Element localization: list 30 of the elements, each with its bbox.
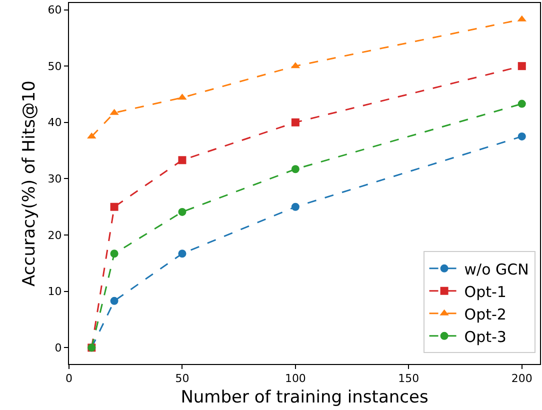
y-tick-label: 20 [48, 228, 62, 242]
x-tick-label: 200 [511, 372, 532, 386]
x-tick-label: 150 [398, 372, 420, 386]
legend-label: Opt-1 [464, 282, 506, 301]
point [178, 250, 186, 258]
point [178, 156, 186, 164]
y-tick-label: 50 [48, 60, 62, 73]
y-tick-label: 30 [48, 172, 62, 186]
legend-label: Opt-3 [464, 328, 506, 346]
x-tick-label: 50 [175, 372, 190, 386]
point [518, 62, 526, 70]
point [110, 250, 118, 258]
point [518, 100, 526, 108]
point [178, 208, 186, 216]
y-tick-label: 40 [48, 116, 62, 130]
y-tick-label: 0 [54, 342, 62, 355]
point [291, 118, 300, 126]
y-axis-title: Accuracy(%) of Hits@10 [19, 80, 40, 286]
point [110, 296, 118, 305]
point [518, 132, 526, 140]
point [291, 202, 300, 211]
point [110, 202, 118, 211]
x-axis-title: Number of training instances [180, 388, 428, 408]
y-tick-label: 60 [48, 4, 62, 17]
legend-label: w/o GCN [464, 260, 529, 278]
legend-label: Opt-2 [464, 305, 506, 324]
point [291, 165, 300, 174]
y-tick-label: 10 [48, 285, 62, 298]
x-tick-label: 100 [284, 372, 306, 386]
x-tick-label: 0 [66, 372, 72, 386]
